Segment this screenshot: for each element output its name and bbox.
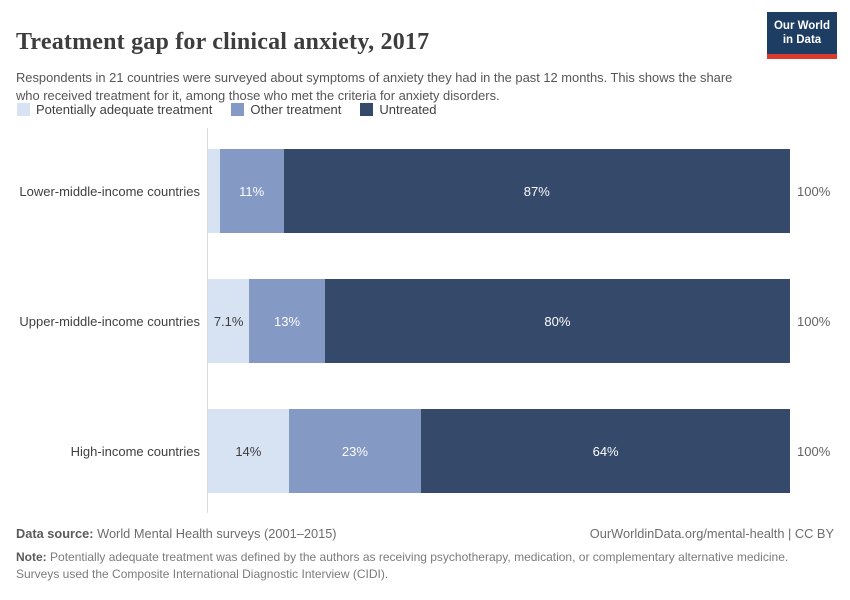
- owid-logo[interactable]: Our World in Data: [767, 12, 837, 59]
- chart-row: Upper-middle-income countries 7.1% 13% 80% 1…: [0, 279, 850, 363]
- segment-value-label: 14%: [235, 443, 262, 459]
- bar-segment-untreated[interactable]: 87%: [283, 149, 790, 233]
- stacked-bar: 11% 87%: [208, 149, 790, 233]
- legend-swatch-icon: [17, 103, 30, 116]
- chart-row: High-income countries 14% 23% 64% 100%: [0, 409, 850, 493]
- legend-label: Other treatment: [250, 102, 342, 117]
- legend-swatch-icon: [360, 103, 374, 116]
- segment-value-label: 13%: [274, 313, 301, 329]
- footnote-text: Potentially adequate treatment was defin…: [16, 550, 789, 582]
- stacked-bar: 7.1% 13% 80%: [208, 279, 790, 363]
- owid-logo-line1: Our World: [773, 20, 830, 32]
- category-label: High-income countries: [70, 443, 200, 459]
- footnote-label: Note:: [16, 550, 47, 564]
- chart-row: Lower-middle-income countries 11% 87% 100%: [0, 149, 850, 233]
- owid-url-link[interactable]: OurWorldinData.org/mental-health | CC BY: [589, 526, 834, 541]
- bar-segment-potentially-adequate-treatment[interactable]: 7.1%: [208, 279, 250, 363]
- segment-value-label: 80%: [544, 313, 571, 329]
- page-title: Treatment gap for clinical anxiety, 2017: [16, 29, 430, 56]
- data-source-text: World Mental Health surveys (2001–2015): [97, 526, 337, 541]
- source-line: Data source: World Mental Health surveys…: [16, 526, 834, 541]
- segment-value-label: 64%: [592, 443, 619, 459]
- bar-segment-other-treatment[interactable]: 11%: [219, 149, 284, 233]
- legend-label: Untreated: [379, 102, 437, 117]
- total-label: 100%: [797, 313, 831, 329]
- data-source: Data source: World Mental Health surveys…: [16, 526, 337, 541]
- legend: Potentially adequate treatment Other tre…: [17, 102, 436, 117]
- bar-chart: Lower-middle-income countries 11% 87% 100% U…: [0, 149, 850, 539]
- legend-item-untreated[interactable]: Untreated: [360, 102, 436, 117]
- chart-subtitle: Respondents in 21 countries were surveye…: [16, 69, 733, 104]
- owid-logo-line2: in Data: [782, 34, 822, 47]
- legend-item-potentially-adequate-treatment[interactable]: Potentially adequate treatment: [17, 102, 212, 117]
- bar-segment-potentially-adequate-treatment[interactable]: 14%: [208, 409, 289, 493]
- stacked-bar: 14% 23% 64%: [208, 409, 791, 493]
- total-label: 100%: [797, 443, 831, 459]
- bar-segment-other-treatment[interactable]: 23%: [288, 409, 422, 493]
- bar-segment-untreated[interactable]: 64%: [421, 409, 791, 493]
- bar-segment-untreated[interactable]: 80%: [324, 279, 790, 363]
- category-label: Upper-middle-income countries: [19, 313, 200, 329]
- footnote: Note: Potentially adequate treatment was…: [16, 549, 798, 584]
- segment-value-label: 87%: [523, 183, 550, 199]
- data-source-label: Data source:: [16, 526, 94, 541]
- segment-value-label: 23%: [341, 443, 368, 459]
- legend-label: Potentially adequate treatment: [36, 102, 213, 117]
- segment-value-label: 11%: [239, 183, 265, 199]
- legend-swatch-icon: [231, 103, 245, 116]
- footer: Data source: World Mental Health surveys…: [16, 526, 834, 584]
- category-label: Lower-middle-income countries: [19, 183, 200, 199]
- legend-item-other-treatment[interactable]: Other treatment: [231, 102, 341, 117]
- bar-segment-potentially-adequate-treatment[interactable]: [208, 149, 220, 233]
- segment-value-label: 7.1%: [213, 313, 244, 329]
- y-axis-line: [207, 128, 208, 513]
- bar-segment-other-treatment[interactable]: 13%: [249, 279, 325, 363]
- total-label: 100%: [797, 183, 831, 199]
